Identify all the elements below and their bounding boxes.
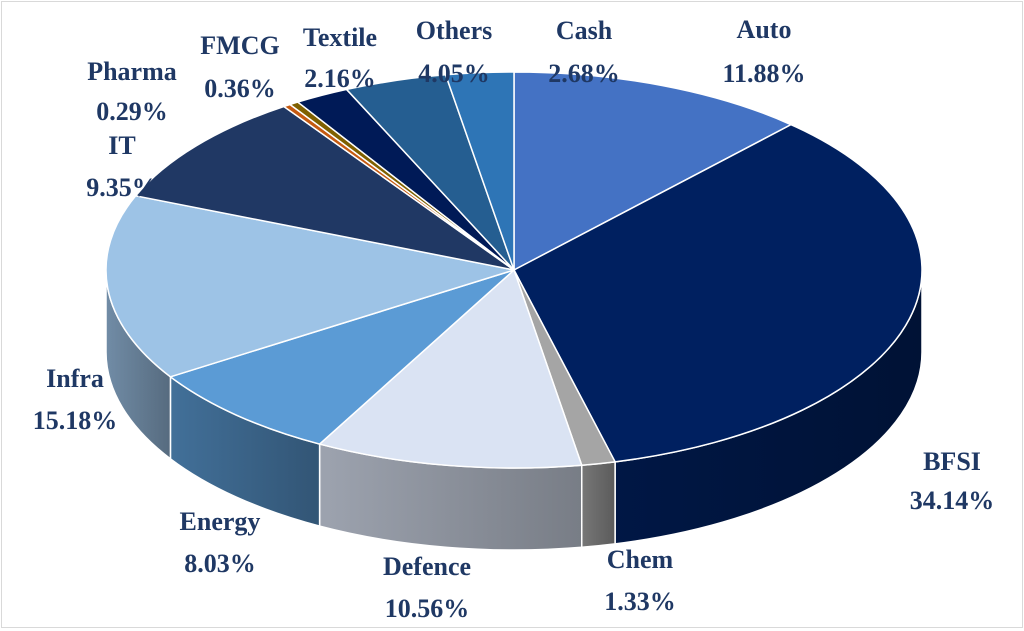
slice-label-energy: Energy [180, 507, 261, 536]
slice-label-chem: Chem [607, 545, 674, 574]
pie-slice-energy [168, 269, 515, 445]
slice-label-it: IT [108, 131, 135, 160]
pie-tops [105, 71, 923, 469]
slice-value-cash: 2.68% [548, 59, 620, 88]
pie-slice-cash [444, 71, 515, 271]
slice-label-cash: Cash [556, 16, 613, 45]
slice-value-pharma: 0.29% [96, 97, 168, 126]
slice-label-bfsi: BFSI [923, 447, 981, 476]
slice-label-auto: Auto [737, 15, 792, 44]
slice-value-bfsi: 34.14% [910, 486, 995, 515]
slice-value-fmcg: 0.36% [204, 74, 276, 103]
slice-label-textile: Textile [303, 23, 377, 52]
pie-slice-bfsi [512, 123, 923, 463]
slice-value-defence: 10.56% [385, 594, 470, 623]
pie-side-chem [580, 460, 616, 549]
slice-value-auto: 11.88% [722, 59, 805, 88]
slice-value-energy: 8.03% [184, 549, 256, 578]
pie-slice-infra [105, 194, 515, 378]
slice-value-chem: 1.33% [604, 587, 676, 616]
slice-value-textile: 2.16% [304, 64, 376, 93]
pie-sides [105, 269, 923, 551]
slice-value-it: 9.35% [86, 173, 158, 202]
slice-value-infra: 15.18% [33, 406, 118, 435]
slice-label-pharma: Pharma [87, 57, 177, 86]
pie-slice-it [134, 105, 515, 271]
slice-label-others: Others [416, 16, 493, 45]
slice-value-others: 4.05% [418, 59, 490, 88]
pie-slice-defence [318, 268, 583, 469]
pie-labels: Auto 11.88% BFSI 34.14% Chem 1.33% Defence 10.5… [33, 15, 995, 623]
slice-label-infra: Infra [46, 364, 104, 393]
slice-label-fmcg: FMCG [200, 31, 279, 60]
pie-slice-auto [513, 71, 793, 272]
slice-label-defence: Defence [383, 552, 471, 581]
